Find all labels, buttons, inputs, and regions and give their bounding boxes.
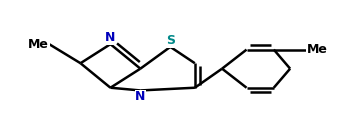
Text: Me: Me <box>28 38 49 51</box>
Text: Me: Me <box>306 43 327 56</box>
Text: N: N <box>135 91 146 103</box>
Text: N: N <box>105 31 116 44</box>
Text: S: S <box>166 34 175 47</box>
